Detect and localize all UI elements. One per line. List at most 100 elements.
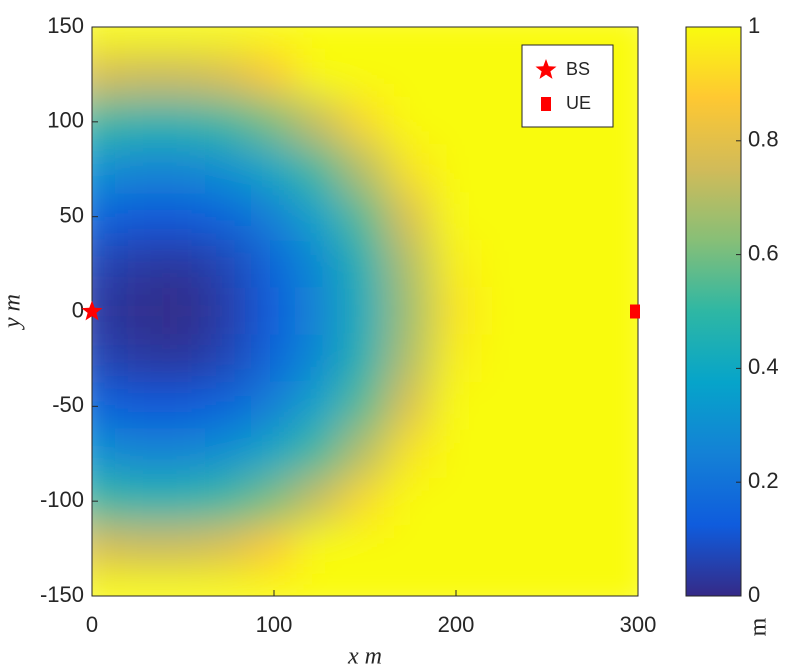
heat-cells <box>92 27 638 596</box>
heat-cell <box>478 571 525 596</box>
heat-cell <box>614 334 638 384</box>
legend <box>521 44 614 128</box>
heat-cell <box>341 192 389 241</box>
marker <box>630 304 640 319</box>
heat-cell <box>387 476 434 526</box>
heat-cell <box>159 524 207 573</box>
heat-cell <box>432 192 480 241</box>
heat-cell <box>159 27 207 52</box>
y-axis-label: y m <box>0 294 26 330</box>
heat-cell <box>205 192 252 241</box>
heat-cell <box>296 429 343 478</box>
heat-cell <box>296 382 343 431</box>
heat-cell <box>205 334 252 384</box>
heat-cell <box>569 524 616 573</box>
heat-cell <box>341 145 389 194</box>
legend-symbol <box>541 97 551 111</box>
legend-label: BS <box>566 59 590 79</box>
x-axis-label: x m <box>347 644 382 670</box>
heat-cell <box>250 50 298 99</box>
heat-cell <box>523 382 571 431</box>
heat-cell <box>250 287 298 336</box>
heat-cell <box>341 239 389 289</box>
heat-cell <box>92 334 116 384</box>
heat-cell <box>432 145 480 194</box>
heat-cell <box>114 27 161 52</box>
colorbar <box>685 26 742 597</box>
heat-cell <box>432 429 480 478</box>
heat-cell <box>432 334 480 384</box>
heat-cell <box>569 334 616 384</box>
heat-cell <box>523 571 571 596</box>
heat-cell <box>432 239 480 289</box>
heat-cell <box>614 287 638 336</box>
heat-cell <box>432 27 480 52</box>
heat-cell <box>159 334 207 384</box>
heat-cell <box>159 382 207 431</box>
legend-symbol <box>535 59 557 79</box>
heat-cell <box>114 524 161 573</box>
heat-cell <box>387 97 434 147</box>
heat-cell <box>114 145 161 194</box>
heat-cell <box>296 476 343 526</box>
heat-cell <box>432 382 480 431</box>
heat-cell <box>569 429 616 478</box>
heat-cell <box>387 192 434 241</box>
heat-cell <box>92 239 116 289</box>
colorbar-tick-label: 0.2 <box>748 468 779 493</box>
heat-cell <box>478 239 525 289</box>
heat-cell <box>614 97 638 147</box>
heat-cell <box>114 382 161 431</box>
heat-cell <box>159 192 207 241</box>
heat-cell <box>478 97 525 147</box>
heat-cell <box>341 50 389 99</box>
heat-cell <box>159 571 207 596</box>
heat-cell <box>341 27 389 52</box>
colorbar-tick-label: 1 <box>748 13 760 38</box>
heat-cell <box>250 239 298 289</box>
heat-cell <box>341 287 389 336</box>
x-tick-label: 300 <box>620 612 657 637</box>
heat-cell <box>114 334 161 384</box>
y-tick-label: -50 <box>52 392 84 417</box>
heat-cell <box>569 287 616 336</box>
heat-cell <box>250 524 298 573</box>
heat-cell <box>92 524 116 573</box>
heat-cell <box>250 27 298 52</box>
heat-cell <box>432 287 480 336</box>
heat-cell <box>92 476 116 526</box>
heat-cell <box>250 476 298 526</box>
colorbar-tick-label: 0.8 <box>748 127 779 152</box>
heat-cell <box>341 382 389 431</box>
heat-cell <box>205 145 252 194</box>
heat-cell <box>341 476 389 526</box>
heat-cell <box>478 429 525 478</box>
heat-cell <box>250 145 298 194</box>
heat-cell <box>250 382 298 431</box>
heat-cell <box>523 429 571 478</box>
heat-cell <box>478 382 525 431</box>
heat-cell <box>205 97 252 147</box>
heat-cell <box>387 145 434 194</box>
heat-cell <box>523 239 571 289</box>
heat-cell <box>92 429 116 478</box>
heat-cell <box>387 524 434 573</box>
heat-cell <box>296 571 343 596</box>
heat-cell <box>614 192 638 241</box>
heat-cell <box>250 429 298 478</box>
heat-cell <box>296 145 343 194</box>
heat-cell <box>114 287 161 336</box>
heat-cell <box>523 476 571 526</box>
heat-cell <box>205 476 252 526</box>
heat-cell <box>92 145 116 194</box>
heat-cell <box>205 239 252 289</box>
heat-cell <box>478 50 525 99</box>
x-tick-label: 100 <box>256 612 293 637</box>
heat-cell <box>341 334 389 384</box>
heat-cell <box>569 382 616 431</box>
heat-cell <box>92 287 116 336</box>
heat-cell <box>569 239 616 289</box>
heat-cell <box>296 192 343 241</box>
heat-cell <box>387 239 434 289</box>
